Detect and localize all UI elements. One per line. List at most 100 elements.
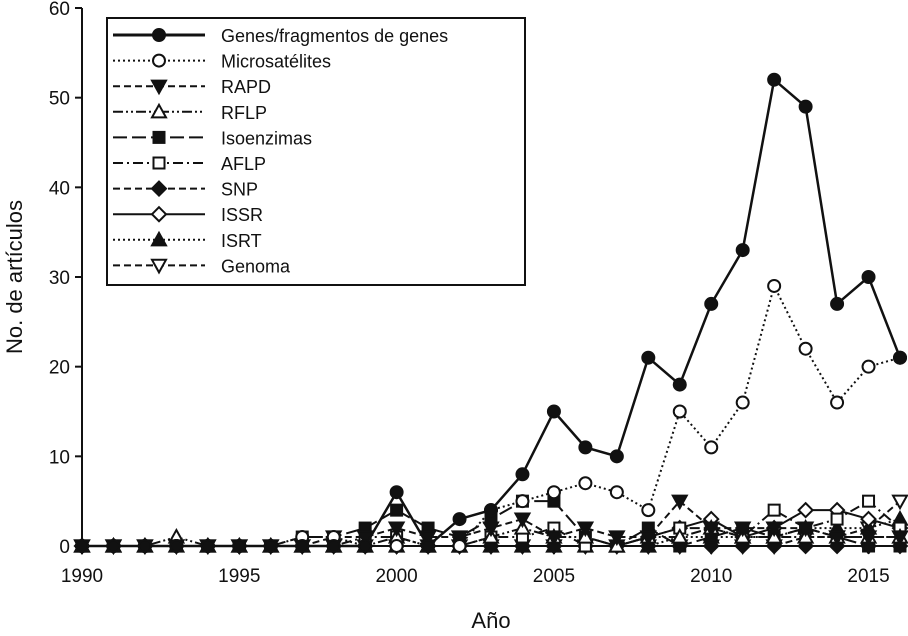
y-axis-title: No. de artículos: [2, 200, 27, 354]
data-point: [830, 512, 844, 526]
x-tick-label: 1990: [61, 566, 103, 587]
data-point: [796, 521, 815, 538]
data-point: [672, 377, 687, 392]
data-point: [263, 539, 278, 553]
data-point: [861, 270, 876, 284]
data-point: [513, 512, 532, 529]
data-point: [450, 530, 469, 547]
data-point: [641, 503, 656, 518]
data-point: [545, 530, 563, 547]
legend-label: Genoma: [221, 256, 291, 276]
data-point: [765, 521, 783, 538]
y-tick-label: 20: [49, 358, 70, 379]
legend-marker: [150, 79, 168, 96]
data-point: [671, 527, 689, 544]
legend-label: ISSR: [221, 205, 263, 225]
y-tick-label: 0: [59, 537, 70, 558]
data-point: [452, 539, 467, 553]
legend-marker: [150, 102, 168, 119]
data-point: [798, 341, 813, 356]
legend-marker: [152, 156, 166, 170]
data-point: [609, 485, 624, 500]
data-point: [578, 440, 593, 455]
data-point: [515, 467, 530, 482]
legend-item: ISRT: [113, 230, 262, 251]
series-layer: [73, 72, 908, 556]
data-point: [609, 449, 624, 464]
legend-label: RFLP: [221, 103, 267, 123]
data-point: [641, 350, 656, 365]
x-tick-label: 2010: [690, 566, 732, 587]
data-point: [546, 485, 561, 500]
data-point: [767, 72, 782, 87]
series-1: [75, 72, 907, 553]
data-point: [672, 404, 687, 419]
data-point: [106, 539, 121, 553]
data-point: [891, 530, 908, 547]
data-point: [797, 501, 815, 519]
data-point: [828, 530, 846, 547]
data-point: [735, 395, 750, 410]
data-point: [387, 521, 406, 538]
data-point: [578, 476, 593, 491]
data-point: [860, 510, 877, 528]
data-point: [137, 539, 152, 553]
legend-marker: [152, 28, 166, 42]
data-point: [830, 395, 845, 410]
legend-label: Microsatélites: [221, 52, 331, 72]
data-point: [482, 521, 500, 538]
y-tick-label: 50: [49, 89, 70, 110]
data-point: [767, 503, 781, 517]
data-point: [75, 539, 89, 553]
data-point: [735, 243, 750, 258]
x-tick-label: 1995: [218, 566, 260, 587]
data-point: [358, 539, 373, 553]
data-point: [704, 440, 719, 455]
data-point: [862, 494, 876, 508]
legend-label: RAPD: [221, 77, 271, 97]
data-point: [326, 539, 341, 553]
data-point: [767, 278, 782, 293]
x-tick-label: 2000: [375, 566, 417, 587]
legend-box: [106, 17, 526, 286]
legend-label: Genes/fragmentos de genes: [221, 26, 448, 46]
data-point: [893, 350, 907, 365]
data-point: [671, 494, 689, 511]
legend-marker: [150, 180, 168, 198]
data-point: [389, 485, 404, 500]
y-tick-label: 10: [49, 447, 70, 468]
data-point: [484, 503, 498, 518]
legend-item: Genoma: [113, 256, 291, 276]
legend-label: Isoenzimas: [221, 128, 312, 148]
data-point: [859, 530, 878, 547]
data-point: [608, 530, 626, 547]
data-point: [200, 539, 215, 553]
legend-label: ISRT: [221, 231, 262, 251]
data-point: [295, 539, 310, 553]
legend-label: SNP: [221, 180, 258, 200]
data-point: [733, 521, 752, 538]
legend-item: Microsatélites: [113, 52, 331, 72]
legend-marker: [150, 205, 168, 223]
data-point: [390, 503, 404, 517]
data-point: [891, 494, 908, 511]
data-point: [515, 494, 530, 509]
legend-item: RAPD: [113, 77, 271, 97]
data-point: [421, 539, 436, 553]
y-tick-label: 60: [49, 0, 70, 20]
legend: Genes/fragmentos de genes Microsatélites R…: [106, 17, 526, 286]
y-tick-label: 30: [49, 268, 70, 289]
data-point: [546, 404, 561, 419]
data-point: [704, 296, 719, 311]
legend-label: AFLP: [221, 154, 266, 174]
data-point: [169, 539, 184, 553]
data-point: [798, 99, 813, 114]
data-point: [389, 539, 404, 553]
data-point: [232, 539, 247, 553]
legend-item: SNP: [113, 180, 258, 200]
x-axis-title: Año: [471, 608, 510, 633]
x-tick-label: 2015: [847, 566, 889, 587]
data-point: [830, 296, 845, 311]
